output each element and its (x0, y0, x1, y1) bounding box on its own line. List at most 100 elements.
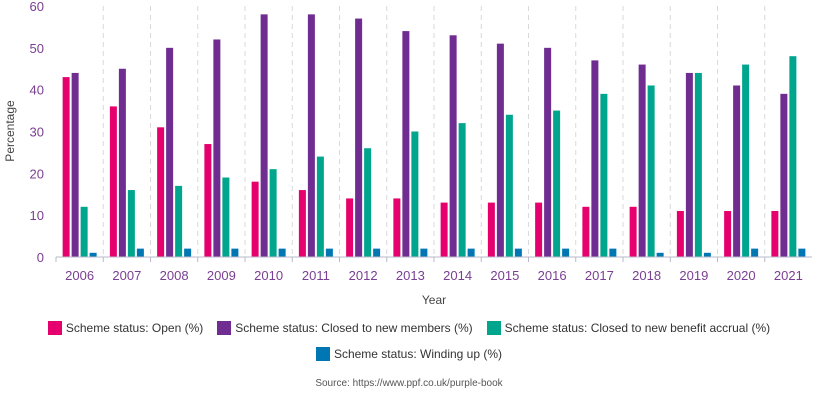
bar[interactable] (127, 190, 135, 257)
bar[interactable] (251, 181, 259, 257)
bar[interactable] (544, 47, 552, 258)
bar[interactable] (222, 177, 230, 257)
bar[interactable] (798, 248, 806, 257)
bar[interactable] (269, 169, 277, 257)
x-tick-label: 2012 (349, 268, 378, 283)
legend-item-closed-accrual[interactable]: Scheme status: Closed to new benefit acc… (486, 321, 771, 335)
bar[interactable] (204, 144, 212, 257)
bar[interactable] (676, 210, 684, 257)
bar[interactable] (260, 14, 268, 257)
bar[interactable] (582, 206, 590, 257)
bar[interactable] (771, 210, 779, 257)
axes: 0 10 20 30 40 50 60 2006 2007 2008 2009 2010 2011 201… (30, 0, 812, 283)
x-tick-label: 2009 (207, 268, 236, 283)
bar[interactable] (136, 248, 144, 257)
bar[interactable] (373, 248, 381, 257)
bar[interactable] (80, 206, 88, 257)
bar[interactable] (298, 190, 306, 257)
y-tick-label: 0 (37, 250, 44, 265)
bar[interactable] (166, 47, 174, 258)
bar[interactable] (402, 31, 410, 257)
bar[interactable] (553, 110, 561, 257)
legend: Scheme status: Open (%) Scheme status: C… (0, 318, 818, 370)
y-tick-label: 40 (30, 83, 44, 98)
grid-lines (102, 6, 766, 257)
x-tick-label: 2018 (632, 268, 661, 283)
y-tick-label: 30 (30, 125, 44, 140)
bar[interactable] (751, 248, 759, 257)
x-tick-label: 2019 (679, 268, 708, 283)
x-tick-label: 2007 (112, 268, 141, 283)
bar[interactable] (647, 85, 655, 257)
bar[interactable] (591, 60, 599, 258)
bar[interactable] (724, 210, 732, 257)
bar[interactable] (364, 148, 372, 257)
y-tick-label: 50 (30, 41, 44, 56)
bar[interactable] (742, 64, 750, 257)
bar[interactable] (62, 77, 70, 257)
legend-item-winding-up[interactable]: Scheme status: Winding up (%) (315, 347, 503, 361)
legend-swatch-winding-up (315, 347, 330, 361)
legend-swatch-open (47, 321, 62, 335)
bar[interactable] (420, 248, 428, 257)
legend-swatch-closed-accrual (486, 321, 501, 335)
bar[interactable] (514, 248, 522, 257)
y-tick-label: 20 (30, 166, 44, 181)
legend-label-winding-up: Scheme status: Winding up (%) (333, 347, 503, 361)
bar[interactable] (175, 185, 183, 257)
bar[interactable] (278, 248, 286, 257)
legend-item-open[interactable]: Scheme status: Open (%) (47, 321, 204, 335)
x-tick-label: 2021 (774, 268, 803, 283)
bar[interactable] (467, 248, 475, 257)
bar[interactable] (109, 106, 117, 258)
bar[interactable] (487, 202, 495, 257)
bar[interactable] (733, 85, 741, 257)
bar[interactable] (316, 156, 324, 257)
bar[interactable] (213, 39, 221, 257)
bar[interactable] (393, 198, 401, 257)
x-tick-label: 2011 (302, 268, 330, 283)
bar[interactable] (157, 127, 165, 257)
y-tick-label: 10 (30, 208, 44, 223)
bar[interactable] (780, 93, 788, 257)
bar[interactable] (89, 252, 97, 257)
x-axis-title: Year (422, 293, 446, 307)
bar[interactable] (685, 72, 693, 257)
bar[interactable] (440, 202, 448, 257)
legend-label-closed-accrual: Scheme status: Closed to new benefit acc… (504, 321, 771, 335)
bar[interactable] (325, 248, 333, 257)
bar[interactable] (449, 35, 457, 258)
bar[interactable] (694, 72, 702, 257)
x-tick-label: 2017 (585, 268, 614, 283)
x-tick-label: 2014 (443, 268, 472, 283)
bar[interactable] (789, 56, 797, 258)
bar[interactable] (411, 131, 419, 258)
bar[interactable] (71, 72, 79, 257)
legend-item-closed-new-members[interactable]: Scheme status: Closed to new members (%) (217, 321, 473, 335)
x-tick-label: 2006 (65, 268, 94, 283)
bar[interactable] (609, 248, 617, 257)
bar[interactable] (231, 248, 239, 257)
bar[interactable] (505, 114, 513, 258)
x-tick-label: 2008 (160, 268, 189, 283)
bar[interactable] (118, 68, 126, 257)
bar[interactable] (600, 93, 608, 257)
legend-row-2: Scheme status: Winding up (%) (0, 344, 818, 364)
legend-label-open: Scheme status: Open (%) (65, 321, 204, 335)
bars (62, 14, 806, 258)
bar[interactable] (535, 202, 543, 257)
bar[interactable] (458, 123, 466, 257)
bar[interactable] (355, 18, 363, 257)
bar[interactable] (346, 198, 354, 257)
bar[interactable] (703, 252, 711, 257)
bar[interactable] (496, 43, 504, 258)
bar[interactable] (307, 14, 315, 257)
bar[interactable] (562, 248, 570, 257)
source-note: Source: https://www.ppf.co.uk/purple-boo… (315, 378, 503, 389)
legend-row-1: Scheme status: Open (%) Scheme status: C… (0, 318, 818, 338)
bar[interactable] (184, 248, 192, 257)
bar[interactable] (629, 206, 637, 257)
x-tick-label: 2020 (727, 268, 756, 283)
bar[interactable] (638, 64, 646, 257)
bar[interactable] (656, 252, 664, 257)
